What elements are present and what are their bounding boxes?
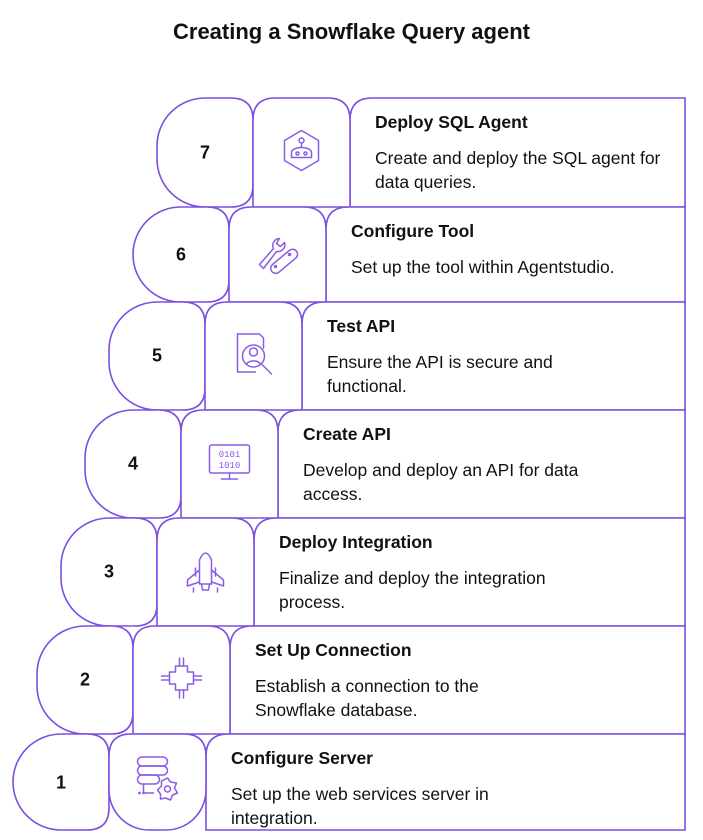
svg-text:0101: 0101 (219, 450, 241, 460)
server-gear-icon (136, 756, 179, 801)
diagram-title: Creating a Snowflake Query agent (173, 19, 530, 44)
step-description: Ensure the API is secure and functional. (327, 352, 553, 396)
step-number-box (132, 206, 230, 303)
robot-hexagon-icon (283, 129, 320, 172)
step-number: 4 (127, 453, 139, 474)
wrench-tool-icon (258, 237, 299, 275)
step-title: Deploy Integration (279, 532, 433, 552)
step-description: Finalize and deploy the integration proc… (279, 568, 546, 612)
step-icon-band (252, 97, 351, 208)
step-icon-band (132, 625, 231, 735)
step-number: 6 (175, 244, 187, 264)
step-title: Configure Tool (351, 221, 475, 241)
step-description: Create and deploy the SQL agent for data… (375, 148, 661, 192)
step-title: Test API (327, 316, 396, 336)
step-icon-band (108, 733, 207, 831)
step-title: Set Up Connection (255, 640, 412, 660)
step-description: Set up the web services server in integr… (231, 784, 489, 828)
step-number: 7 (199, 142, 211, 162)
step-number: 5 (151, 345, 163, 366)
step-title: Deploy SQL Agent (375, 112, 528, 132)
step-description: Develop and deploy an API for data acces… (303, 460, 579, 504)
chip-connection-icon (160, 657, 203, 699)
svg-text:1010: 1010 (219, 461, 241, 471)
step-text-box (205, 733, 686, 831)
step-icon-band (228, 206, 327, 303)
step-icon-band (156, 517, 255, 627)
step-title: Create API (303, 424, 391, 444)
step-title: Configure Server (231, 748, 373, 768)
step-description: Establish a connection to the Snowflake … (255, 676, 479, 720)
step-description: Set up the tool within Agentstudio. (351, 257, 615, 277)
step-number: 2 (79, 669, 91, 690)
inspect-search-icon (236, 333, 273, 375)
step-number: 3 (103, 561, 115, 582)
rocket-icon (186, 552, 225, 593)
step-number: 1 (55, 772, 67, 793)
